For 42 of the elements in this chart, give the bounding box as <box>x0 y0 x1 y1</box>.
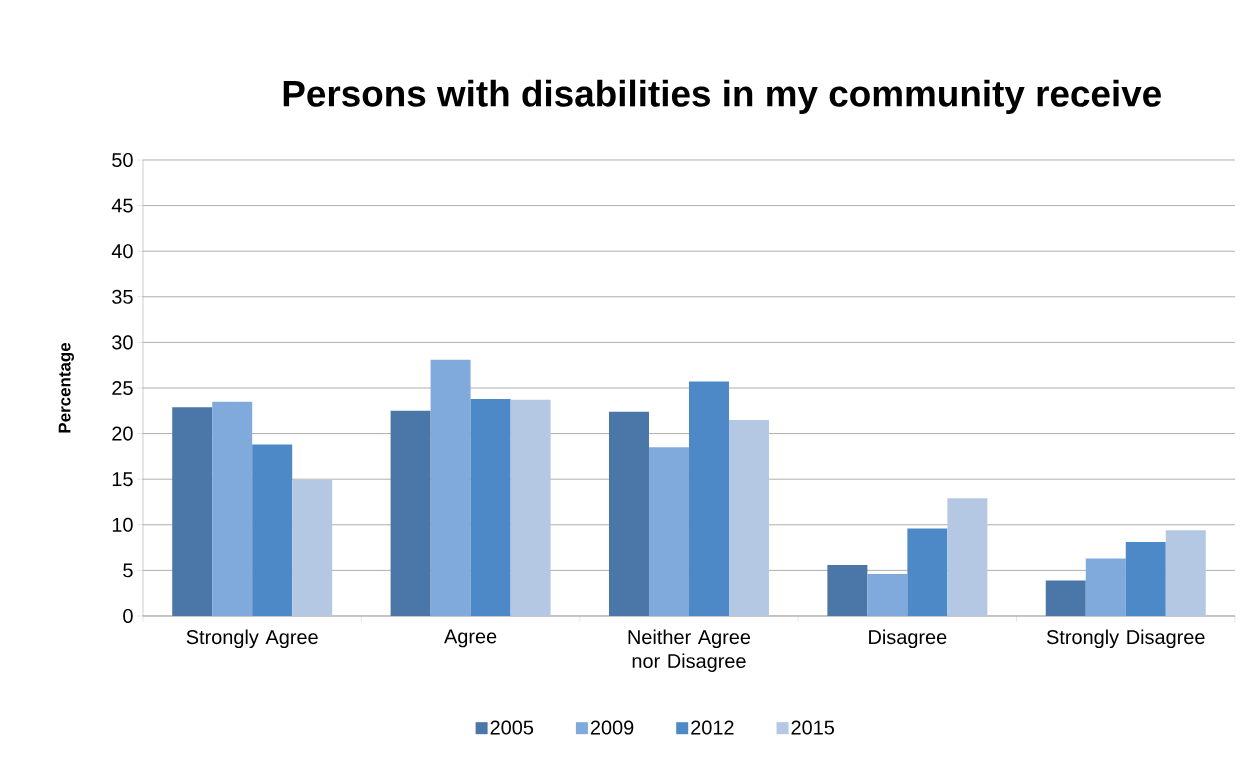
bar <box>867 574 908 616</box>
y-tick-label: 45 <box>111 198 133 213</box>
bar <box>827 564 868 616</box>
bar <box>212 401 253 616</box>
x-tick-label: Strongly Agree <box>186 629 318 649</box>
bar <box>430 359 471 616</box>
bar <box>252 444 293 616</box>
bar <box>292 480 333 616</box>
bar <box>907 528 948 616</box>
chart-title: Persons with disabilities in my community receive <box>283 79 1161 115</box>
x-tick-label: Strongly Disagree <box>1046 629 1205 649</box>
bar <box>608 411 649 616</box>
y-tick-label: 40 <box>111 244 133 259</box>
x-tick-label: Agree <box>444 629 497 648</box>
bar <box>1165 530 1206 616</box>
bar <box>172 407 213 616</box>
bar <box>390 410 431 616</box>
y-tick-label: 30 <box>112 335 133 350</box>
y-tick-label: 15 <box>112 472 133 487</box>
bar <box>728 419 769 616</box>
x-tick-label: Disagree <box>869 629 947 649</box>
bar <box>470 398 511 616</box>
y-tick-label: 35 <box>112 289 133 304</box>
y-tick-label: 5 <box>123 563 133 578</box>
bar <box>1125 542 1166 616</box>
y-tick-label: 10 <box>112 517 133 532</box>
bar <box>510 399 551 616</box>
legend-label: 2009 <box>590 720 634 735</box>
x-tick-label: Neither Agree nor Disagree <box>628 629 751 672</box>
y-tick-label: 0 <box>123 608 133 624</box>
legend-label: 2005 <box>490 720 534 735</box>
legend-label: 2015 <box>791 720 835 735</box>
bar <box>947 498 988 616</box>
y-tick-label: 25 <box>112 380 133 396</box>
bar <box>688 381 729 616</box>
y-axis-title: Percentage <box>58 342 74 433</box>
y-tick-label: 50 <box>112 152 133 168</box>
bar <box>1085 558 1126 616</box>
bar <box>648 447 689 616</box>
y-tick-label: 20 <box>112 426 133 441</box>
bar <box>1045 580 1086 616</box>
legend-label: 2012 <box>691 720 734 735</box>
